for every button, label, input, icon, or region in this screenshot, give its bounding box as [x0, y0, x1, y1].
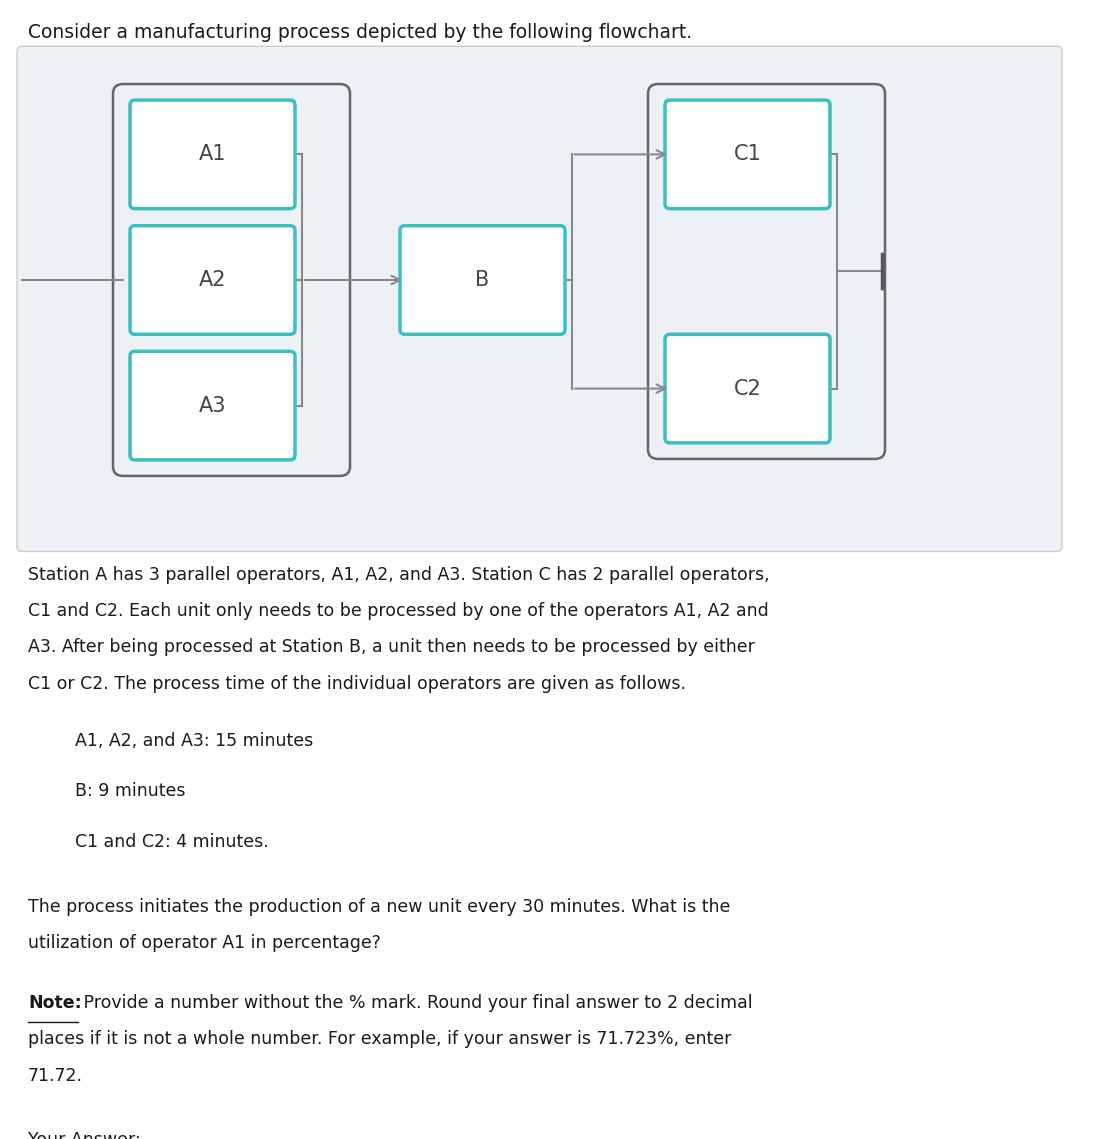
Text: B: B — [475, 270, 489, 290]
FancyBboxPatch shape — [665, 100, 830, 208]
Text: C1 and C2. Each unit only needs to be processed by one of the operators A1, A2 a: C1 and C2. Each unit only needs to be pr… — [29, 603, 769, 620]
Text: 71.72.: 71.72. — [29, 1066, 83, 1084]
Text: places if it is not a whole number. For example, if your answer is 71.723%, ente: places if it is not a whole number. For … — [29, 1031, 732, 1048]
FancyBboxPatch shape — [665, 334, 830, 443]
Text: A3. After being processed at Station B, a unit then needs to be processed by eit: A3. After being processed at Station B, … — [29, 638, 755, 656]
Text: C1: C1 — [734, 145, 761, 164]
Text: Your Answer:: Your Answer: — [29, 1131, 140, 1139]
FancyBboxPatch shape — [400, 226, 565, 334]
FancyBboxPatch shape — [131, 226, 295, 334]
FancyBboxPatch shape — [131, 351, 295, 460]
Text: Provide a number without the % mark. Round your final answer to 2 decimal: Provide a number without the % mark. Rou… — [78, 994, 753, 1011]
Text: C1 and C2: 4 minutes.: C1 and C2: 4 minutes. — [75, 833, 269, 851]
Text: Station A has 3 parallel operators, A1, A2, and A3. Station C has 2 parallel ope: Station A has 3 parallel operators, A1, … — [29, 566, 770, 583]
Text: C1 or C2. The process time of the individual operators are given as follows.: C1 or C2. The process time of the indivi… — [29, 674, 686, 693]
Text: The process initiates the production of a new unit every 30 minutes. What is the: The process initiates the production of … — [29, 898, 731, 916]
Text: C2: C2 — [734, 378, 761, 399]
FancyBboxPatch shape — [16, 47, 1062, 551]
Text: A1: A1 — [199, 145, 226, 164]
Text: B: 9 minutes: B: 9 minutes — [75, 782, 185, 801]
Text: A3: A3 — [199, 395, 226, 416]
Text: utilization of operator A1 in percentage?: utilization of operator A1 in percentage… — [29, 934, 381, 952]
Text: Consider a manufacturing process depicted by the following flowchart.: Consider a manufacturing process depicte… — [29, 23, 692, 42]
Text: A2: A2 — [199, 270, 226, 290]
FancyBboxPatch shape — [131, 100, 295, 208]
Text: A1, A2, and A3: 15 minutes: A1, A2, and A3: 15 minutes — [75, 732, 314, 749]
Text: Note:: Note: — [29, 994, 82, 1011]
